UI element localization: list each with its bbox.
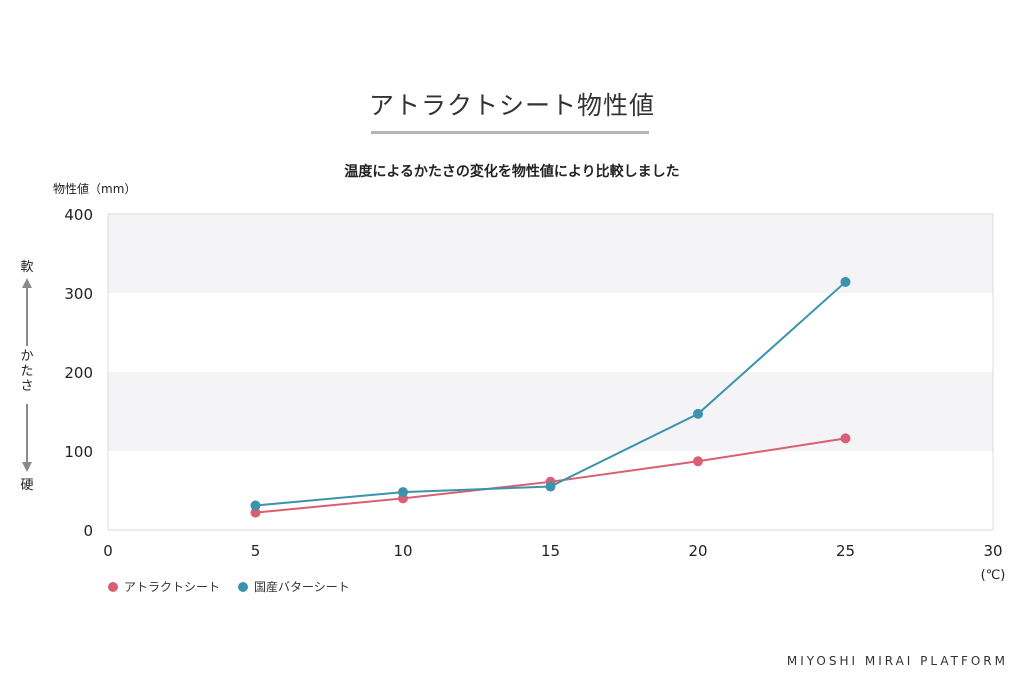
grid-band xyxy=(108,372,993,451)
grid-band xyxy=(108,293,993,372)
legend-label-attract: アトラクトシート xyxy=(124,580,221,594)
legend-item-butter: 国産バターシート xyxy=(238,578,350,595)
x-tick-label: 25 xyxy=(836,542,855,560)
y-tick-label: 400 xyxy=(64,206,93,224)
data-point-series-1 xyxy=(840,433,851,444)
legend-swatch-attract xyxy=(108,581,118,592)
side-label-soft: 軟 xyxy=(20,259,33,275)
chart-legend: アトラクトシート 国産バターシート xyxy=(108,578,368,595)
plot-frame xyxy=(107,213,994,531)
x-axis-unit: (℃) xyxy=(981,568,1006,583)
grid-band xyxy=(108,214,993,293)
y-tick-label: 300 xyxy=(64,285,93,303)
data-point-series-1 xyxy=(693,456,703,467)
data-point-series-2 xyxy=(398,487,408,498)
x-tick-label: 20 xyxy=(688,542,707,560)
data-point-series-2 xyxy=(840,276,851,287)
x-tick-label: 15 xyxy=(541,542,560,560)
x-tick-label: 5 xyxy=(251,542,261,560)
chart-title: 温度によるかたさの変化を物性値により比較しました xyxy=(344,164,680,180)
data-point-series-2 xyxy=(693,408,703,419)
up-arrow-icon xyxy=(22,278,32,288)
side-label-hardness: かたさ xyxy=(20,349,33,394)
page-title: アトラクトシート物性値 xyxy=(368,91,655,120)
legend-label-butter: 国産バターシート xyxy=(254,580,350,594)
data-point-series-2 xyxy=(545,481,556,492)
x-tick-label: 30 xyxy=(983,542,1002,560)
side-label-hard: 硬 xyxy=(20,478,33,493)
title-underline xyxy=(371,131,649,134)
legend-swatch-butter xyxy=(238,581,249,592)
y-tick-label: 100 xyxy=(64,443,93,461)
down-arrow-icon xyxy=(22,462,32,472)
x-tick-label: 0 xyxy=(103,542,113,560)
legend-item-attract: アトラクトシート xyxy=(108,578,220,595)
y-tick-label: 0 xyxy=(83,522,93,540)
y-tick-label: 200 xyxy=(64,364,93,382)
y-axis-label: 物性値（mm） xyxy=(53,181,136,196)
brand-wordmark: MIYOSHI MIRAI PLATFORM xyxy=(786,654,1008,668)
data-point-series-2 xyxy=(250,500,261,511)
x-tick-label: 10 xyxy=(393,542,412,560)
data-point-series-1 xyxy=(250,507,261,518)
